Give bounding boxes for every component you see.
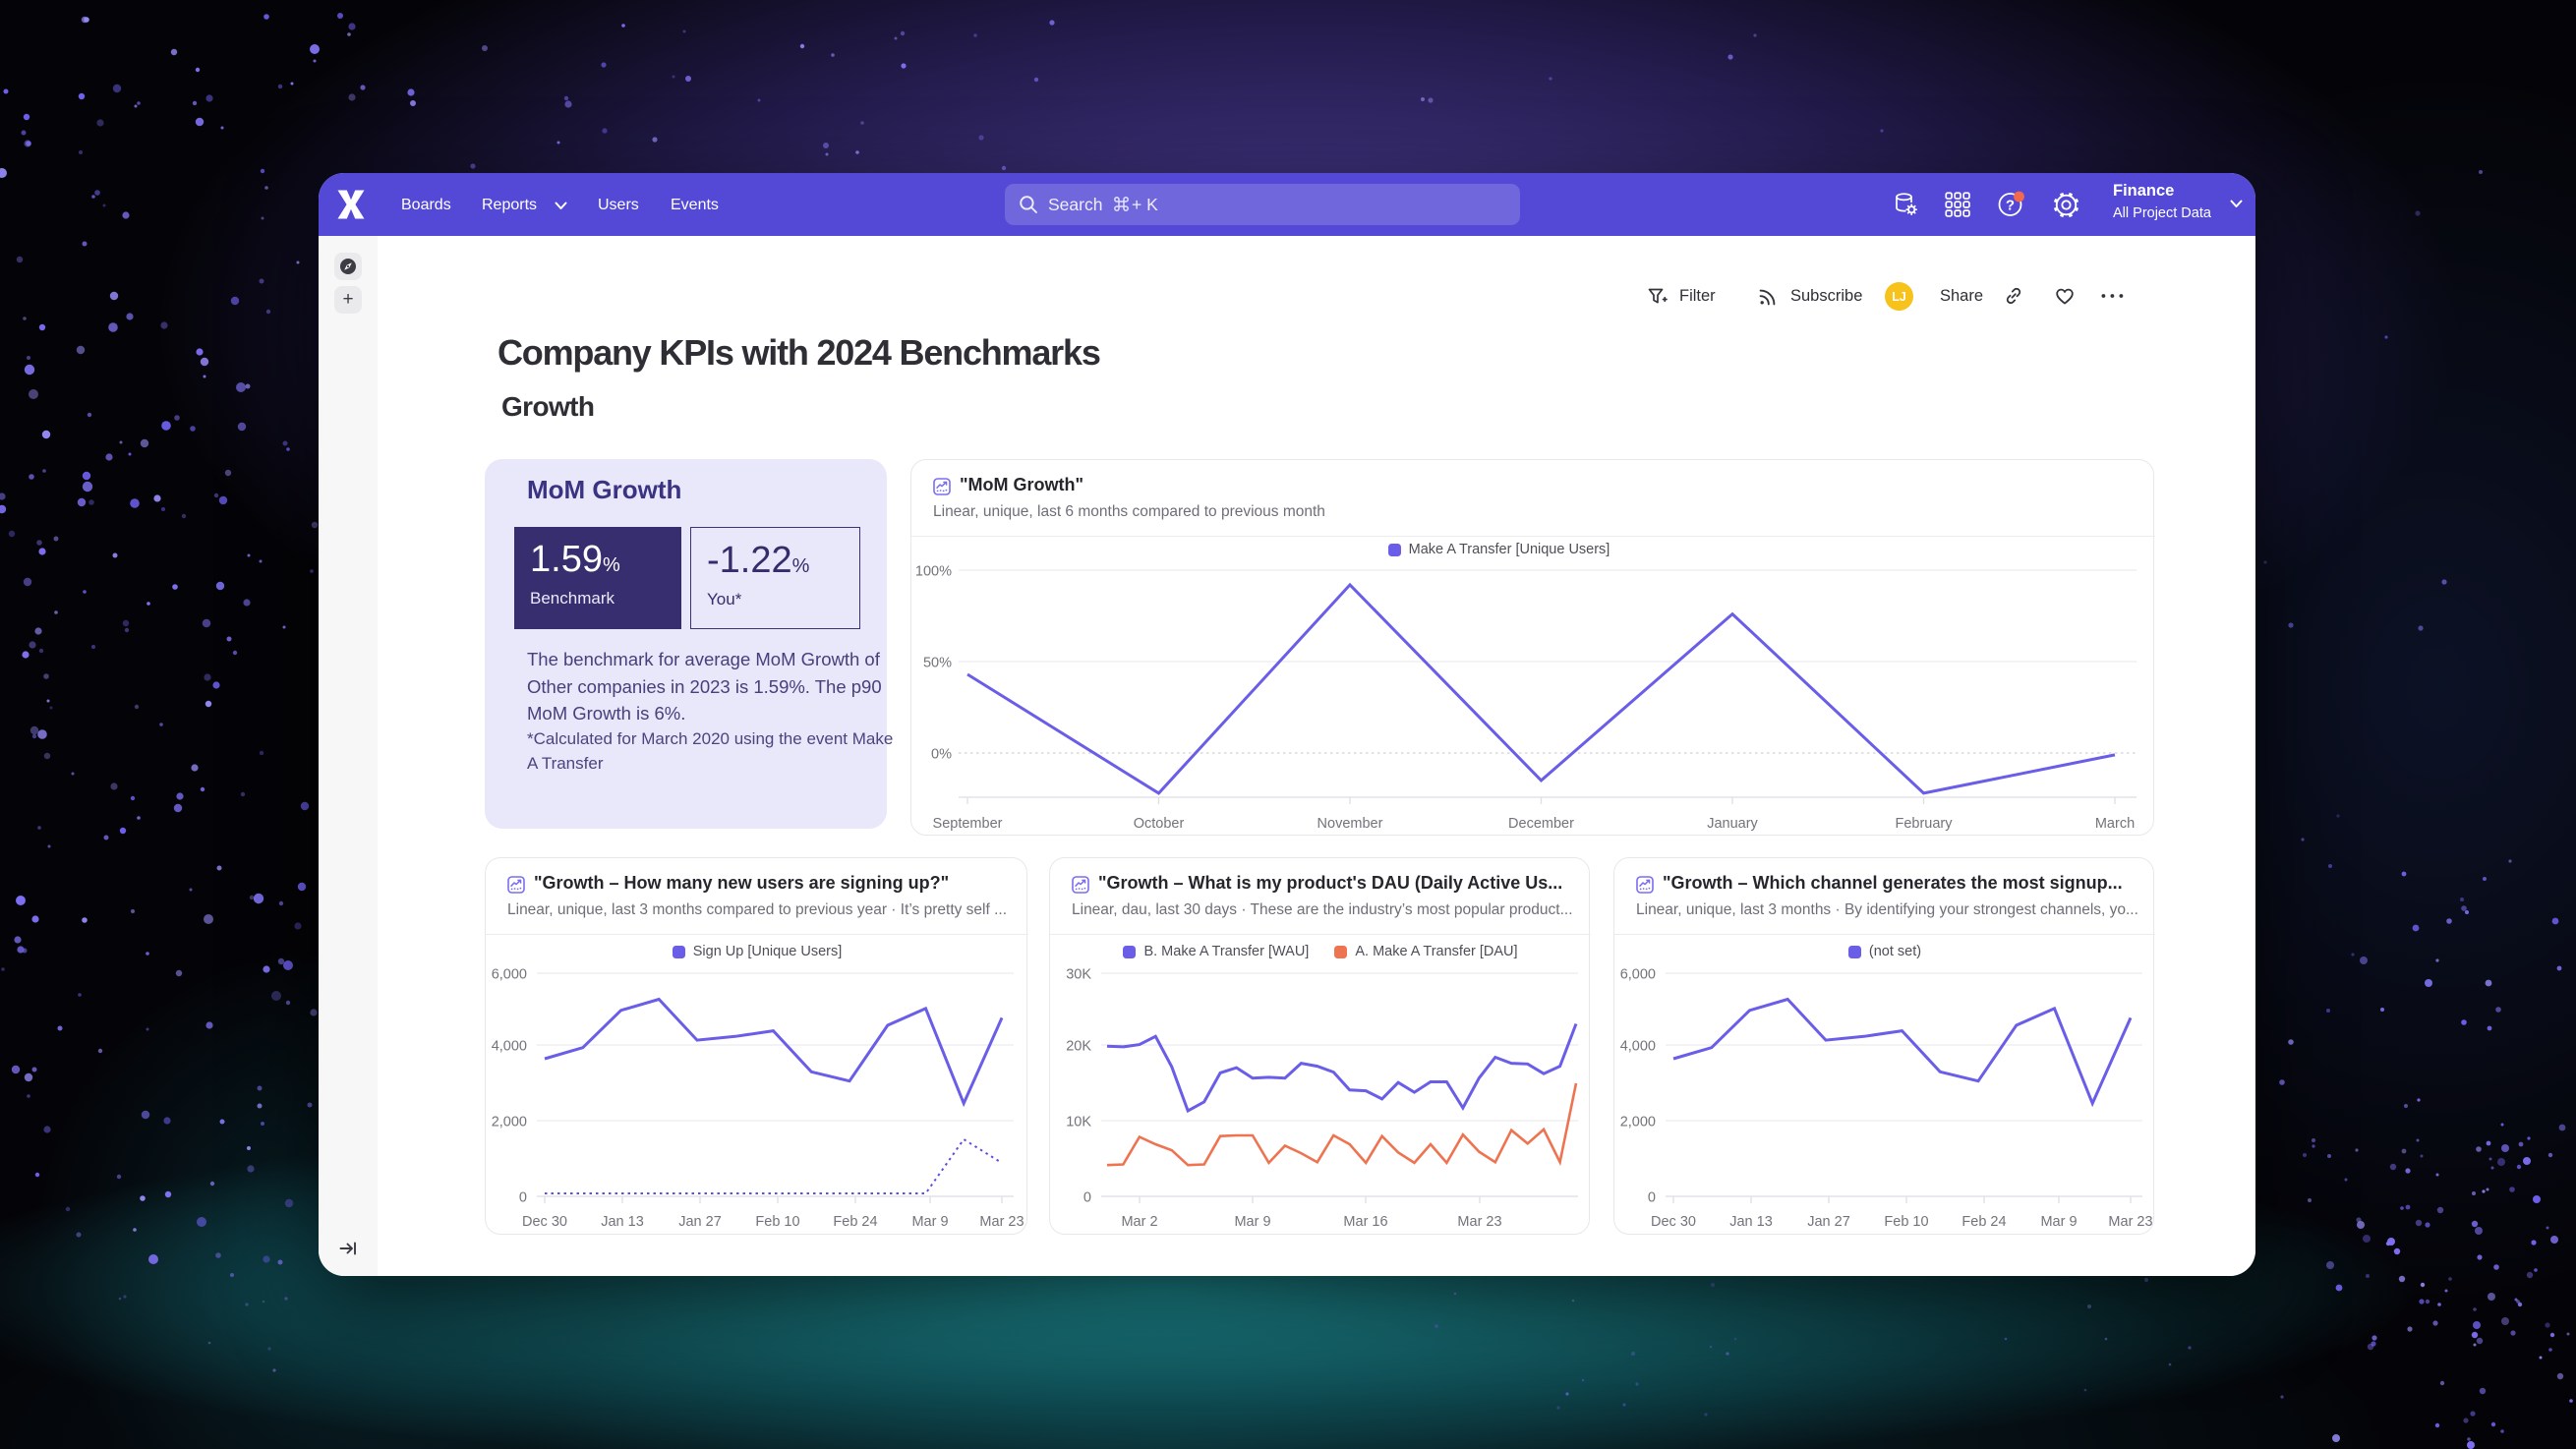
- svg-text:0: 0: [1083, 1190, 1091, 1206]
- svg-text:January: January: [1707, 816, 1758, 832]
- svg-text:0: 0: [519, 1190, 527, 1206]
- svg-text:Feb 24: Feb 24: [833, 1214, 877, 1230]
- svg-text:March: March: [2095, 816, 2135, 832]
- svg-text:Jan 27: Jan 27: [678, 1214, 722, 1230]
- svg-text:Feb 10: Feb 10: [755, 1214, 799, 1230]
- svg-text:20K: 20K: [1066, 1039, 1091, 1055]
- svg-text:4,000: 4,000: [1620, 1039, 1656, 1055]
- svg-text:Feb 24: Feb 24: [1961, 1214, 2006, 1230]
- svg-text:October: October: [1134, 816, 1185, 832]
- svg-text:Jan 13: Jan 13: [1729, 1214, 1773, 1230]
- svg-text:Mar 9: Mar 9: [2040, 1214, 2077, 1230]
- svg-text:?: ?: [2006, 198, 2015, 214]
- svg-text:10K: 10K: [1066, 1115, 1091, 1130]
- svg-text:4,000: 4,000: [492, 1039, 527, 1055]
- svg-text:50%: 50%: [923, 656, 952, 671]
- svg-text:30K: 30K: [1066, 967, 1091, 983]
- svg-text:2,000: 2,000: [1620, 1115, 1656, 1130]
- svg-text:February: February: [1895, 816, 1953, 832]
- svg-text:Dec 30: Dec 30: [1651, 1214, 1696, 1230]
- svg-text:Mar 9: Mar 9: [1234, 1214, 1270, 1230]
- svg-text:Mar 23: Mar 23: [1457, 1214, 1501, 1230]
- svg-text:Jan 27: Jan 27: [1807, 1214, 1850, 1230]
- svg-text:September: September: [933, 816, 1003, 832]
- svg-text:100%: 100%: [915, 564, 952, 580]
- svg-text:6,000: 6,000: [1620, 967, 1656, 983]
- svg-text:Mar 9: Mar 9: [911, 1214, 948, 1230]
- svg-text:November: November: [1317, 816, 1383, 832]
- svg-text:Dec 30: Dec 30: [522, 1214, 567, 1230]
- svg-text:2,000: 2,000: [492, 1115, 527, 1130]
- svg-text:0: 0: [1648, 1190, 1656, 1206]
- svg-text:Feb 10: Feb 10: [1884, 1214, 1928, 1230]
- svg-text:Mar 2: Mar 2: [1121, 1214, 1157, 1230]
- svg-text:6,000: 6,000: [492, 967, 527, 983]
- svg-text:Jan 13: Jan 13: [601, 1214, 644, 1230]
- svg-text:Mar 23: Mar 23: [2108, 1214, 2152, 1230]
- svg-text:December: December: [1508, 816, 1574, 832]
- svg-text:Mar 16: Mar 16: [1343, 1214, 1387, 1230]
- svg-text:Mar 23: Mar 23: [979, 1214, 1024, 1230]
- svg-text:0%: 0%: [931, 747, 952, 763]
